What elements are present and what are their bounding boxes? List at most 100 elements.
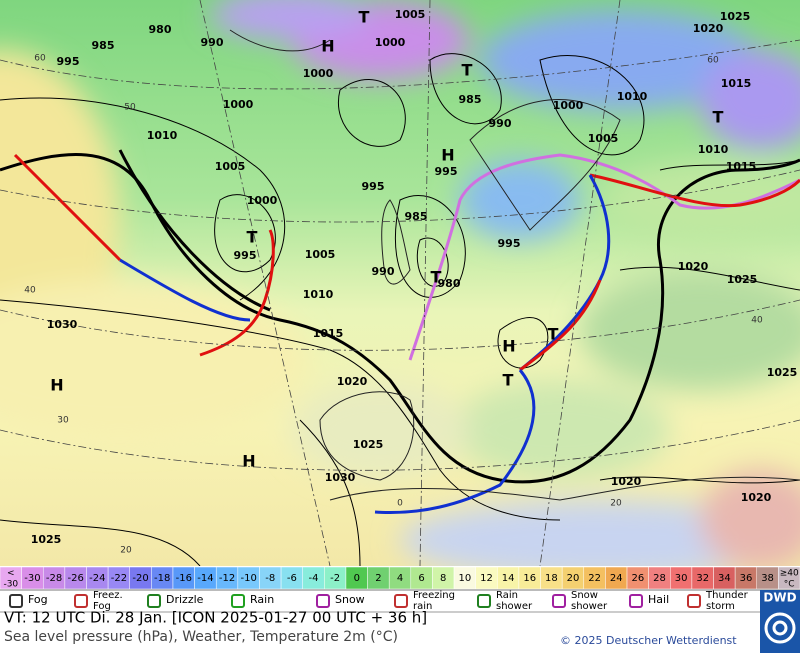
isobar-label: 990: [372, 265, 395, 278]
isobar-label: 1025: [727, 273, 758, 286]
isobar-label: 1000: [303, 67, 334, 80]
isobar-label: 1010: [147, 129, 178, 142]
scale-label: 2: [375, 573, 381, 584]
scale-label: -28: [46, 573, 62, 584]
legend-label: Fog: [93, 601, 111, 612]
latitude-label: 0: [397, 499, 403, 509]
scale-label: -10: [240, 573, 256, 584]
isobar-label: 1025: [31, 533, 62, 546]
legend-icon: [316, 594, 330, 608]
legend-icon: [477, 594, 491, 608]
scale-label: -30: [24, 573, 40, 584]
scale-label: 14: [502, 573, 515, 584]
logo-swirl: [764, 612, 796, 644]
latitude-label: 50: [124, 103, 136, 113]
isobar-label: 1005: [305, 248, 336, 261]
pressure-center: T: [247, 228, 258, 247]
latitude-label: 40: [751, 316, 763, 326]
scale-label: -6: [287, 573, 297, 584]
scale-label: -30: [3, 580, 18, 590]
latitude-label: 60: [707, 56, 719, 66]
isobar-label: 995: [498, 237, 521, 250]
pressure-center: T: [713, 108, 724, 127]
isobar-label: 1005: [395, 8, 426, 21]
scale-label: 34: [718, 573, 731, 584]
latitude-label: 30: [57, 416, 69, 426]
isobar-label: 1025: [767, 366, 798, 379]
temperature-field: [0, 0, 800, 566]
pressure-center: H: [50, 376, 63, 395]
isobar-label: 1020: [337, 375, 368, 388]
scale-label: 0: [354, 573, 360, 584]
scale-label: 24: [610, 573, 623, 584]
isobar-label: 1025: [353, 438, 384, 451]
scale-label: <: [7, 569, 15, 579]
isobar-label: 1020: [678, 260, 709, 273]
latitude-label: 60: [34, 54, 46, 64]
legend-icon: [147, 594, 161, 608]
valid-time: VT: 12 UTC Di. 28 Jan. [ICON 2025-01-27 …: [4, 609, 427, 627]
legend-icon: [629, 594, 643, 608]
legend-icon: [74, 594, 88, 608]
legend-icon: [231, 594, 245, 608]
legend-label: shower: [571, 601, 608, 612]
scale-label: °C: [784, 580, 795, 590]
legend-label: Rain: [496, 590, 518, 601]
legend-label: Thunder: [705, 590, 749, 601]
scale-label: -16: [176, 573, 192, 584]
isobar-label: 1010: [698, 143, 729, 156]
isobar-label: 1000: [553, 99, 584, 112]
scale-label: -12: [219, 573, 235, 584]
pressure-center: H: [441, 146, 454, 165]
dwd-logo: DWD: [760, 590, 800, 653]
scale-label: 38: [761, 573, 774, 584]
pressure-center: T: [503, 371, 514, 390]
isobars: [0, 53, 800, 566]
isobar-label: 985: [459, 93, 482, 106]
isobar-label: 1030: [325, 471, 356, 484]
isobar-label: 1020: [611, 475, 642, 488]
main-isobars: [0, 149, 800, 484]
scale-label: 30: [675, 573, 688, 584]
legend-icon: [9, 594, 23, 608]
pressure-center: H: [321, 37, 334, 56]
isobar-label: 995: [234, 249, 257, 262]
isobar-label: 990: [489, 117, 512, 130]
scale-label: 22: [588, 573, 601, 584]
scale-label: 20: [567, 573, 580, 584]
fronts: [13, 153, 800, 514]
logo-swirl: [772, 620, 788, 636]
map-area: 995 985 980 990 1005 1000 1000 1000 1010 1005 1000…: [0, 0, 800, 566]
legend-icon: [687, 594, 701, 608]
scale-label: -14: [197, 573, 213, 584]
scale-label: 32: [696, 573, 709, 584]
isobar-label: 985: [92, 39, 115, 52]
pressure-center: T: [431, 268, 442, 287]
scale-label: 10: [458, 573, 471, 584]
pressure-center: T: [548, 325, 559, 344]
isobar-label: 1000: [247, 194, 278, 207]
legend-label: shower: [496, 601, 533, 612]
legend-label: storm: [706, 601, 735, 612]
scale-label: 36: [740, 573, 753, 584]
isobar-label: 1020: [741, 491, 772, 504]
scale-label: -26: [68, 573, 84, 584]
scale-label: ≥40: [780, 569, 799, 579]
isobar-label: 1015: [726, 160, 757, 173]
scale-label: 28: [653, 573, 666, 584]
isobar-label: 1005: [588, 132, 619, 145]
scale-label: 12: [480, 573, 493, 584]
latitude-label: 20: [610, 499, 622, 509]
legend-label: Fog: [28, 593, 48, 606]
isobar-label: 1000: [375, 36, 406, 49]
isobar-label: 1025: [720, 10, 751, 23]
isobar-label: 990: [201, 36, 224, 49]
pressure-center: T: [359, 8, 370, 27]
logo-text: DWD: [763, 591, 796, 605]
isobar-label: 995: [362, 180, 385, 193]
scale-label: -20: [132, 573, 148, 584]
legend-label: Snow: [335, 593, 365, 606]
isobar-label: 1015: [313, 327, 344, 340]
